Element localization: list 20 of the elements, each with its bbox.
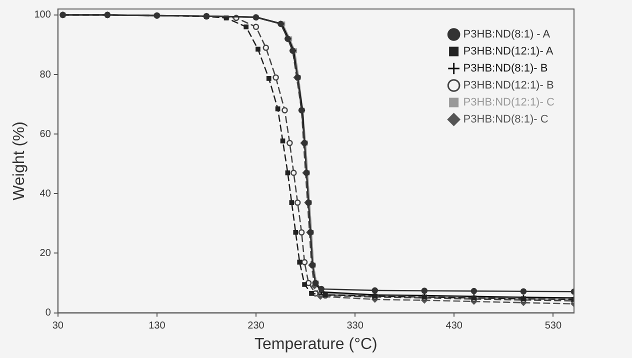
- legend-label: P3HB:ND(8:1) - A: [463, 28, 551, 41]
- y-tick-label: 80: [40, 69, 52, 80]
- legend-label: P3HB:ND(8:1)- C: [463, 114, 548, 126]
- y-tick-label: 0: [45, 308, 52, 319]
- x-tick-label: 230: [248, 320, 265, 332]
- y-tick-label: 100: [34, 10, 52, 21]
- x-tick-label: 430: [446, 320, 463, 332]
- x-tick-label: 30: [52, 320, 64, 332]
- x-tick-label: 330: [346, 320, 364, 332]
- x-tick-label: 130: [148, 320, 166, 332]
- legend-label: P3HB:ND(8:1)- B: [463, 62, 548, 75]
- y-axis-title: Weight (%): [11, 121, 28, 200]
- legend-label: P3HB:ND(12:1)- B: [463, 80, 554, 92]
- x-tick-label: 530: [544, 320, 562, 332]
- x-axis-title: Temperature (°C): [254, 336, 378, 353]
- y-tick-label: 20: [40, 248, 52, 259]
- legend-label: P3HB:ND(12:1)- A: [463, 46, 554, 58]
- legend-label: P3HB:ND(12:1)- C: [463, 96, 554, 109]
- y-tick-label: 40: [40, 188, 52, 200]
- y-tick-label: 60: [40, 128, 52, 140]
